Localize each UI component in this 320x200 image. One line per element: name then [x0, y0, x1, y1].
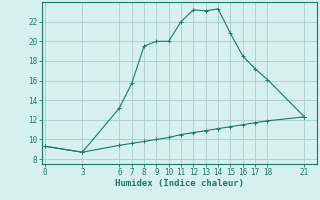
- X-axis label: Humidex (Indice chaleur): Humidex (Indice chaleur): [115, 179, 244, 188]
